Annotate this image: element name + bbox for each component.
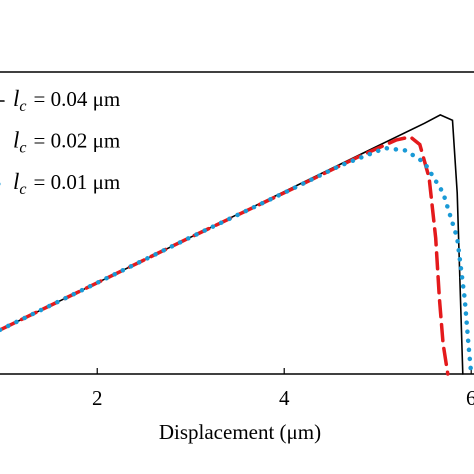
legend-symbol: l [13,86,19,111]
legend-symbol: l [13,128,19,153]
line-series [0,145,474,377]
legend-subscript: c [19,98,26,115]
line-series [0,114,464,375]
x-tick-label: 6 [466,386,474,410]
legend-subscript: c [19,139,26,156]
legend-label: lc = 0.02 μm [13,128,120,156]
x-tick-label: 2 [92,386,103,410]
legend-symbol: l [13,169,19,194]
legend-text: = 0.01 μm [34,170,121,194]
x-axis-label: Displacement (μm) [159,420,321,444]
x-tick-label: 4 [279,386,290,410]
legend-label: lc = 0.04 μm [13,86,120,114]
legend-text: = 0.04 μm [34,87,121,111]
legend-text: = 0.02 μm [34,128,121,152]
legend-subscript: c [19,181,26,198]
legend-label: lc = 0.01 μm [13,169,120,197]
